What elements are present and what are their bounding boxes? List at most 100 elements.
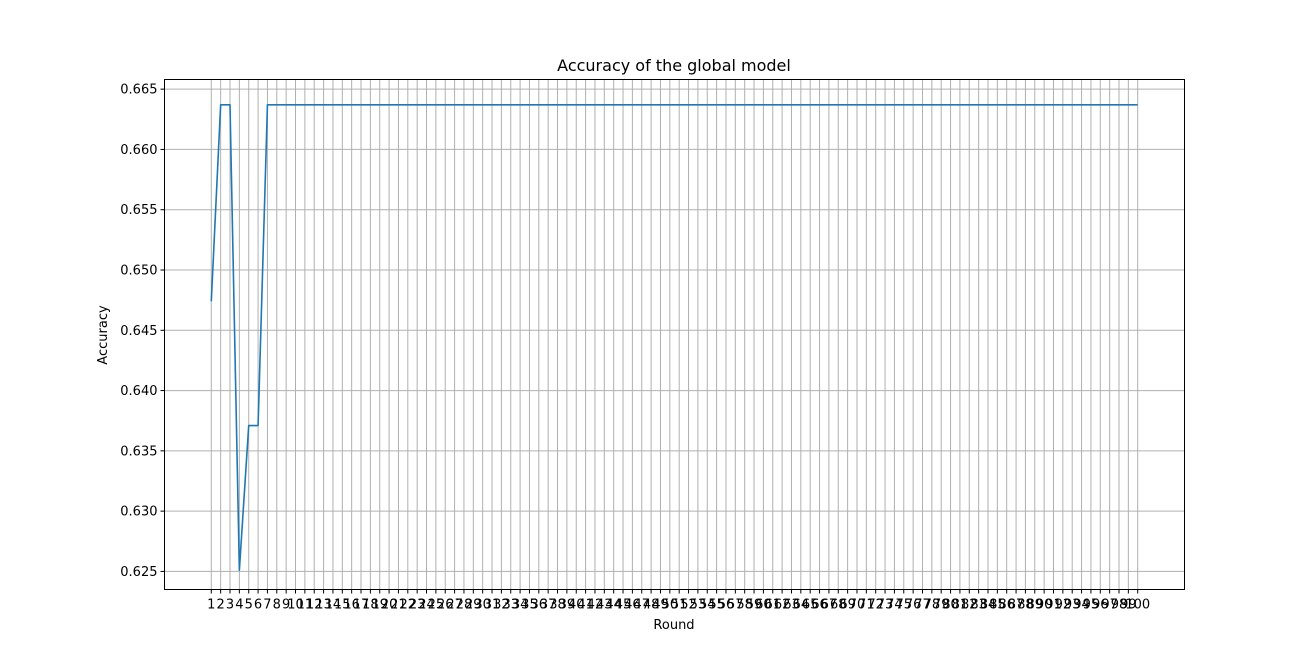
x-tick-label: 90 bbox=[1036, 598, 1053, 613]
x-tick-label: 34 bbox=[512, 598, 529, 613]
x-tick-label: 23 bbox=[409, 598, 426, 613]
x-tick-label: 79 bbox=[933, 598, 950, 613]
x-tick-label: 39 bbox=[559, 598, 576, 613]
x-tick-label: 21 bbox=[390, 598, 407, 613]
y-axis-label: Accuracy bbox=[96, 305, 111, 365]
x-tick-label: 11 bbox=[297, 598, 314, 613]
x-tick-label: 48 bbox=[643, 598, 660, 613]
x-tick-label: 99 bbox=[1120, 598, 1137, 613]
y-tick-label: 0.625 bbox=[120, 565, 157, 580]
x-tick-label: 3 bbox=[226, 598, 234, 613]
x-tick-label: 97 bbox=[1101, 598, 1118, 613]
y-tick-label: 0.635 bbox=[120, 444, 157, 459]
x-tick-label: 88 bbox=[1017, 598, 1034, 613]
x-tick-label: 60 bbox=[755, 598, 772, 613]
x-tick-label: 2 bbox=[217, 598, 225, 613]
x-tick-label: 84 bbox=[980, 598, 997, 613]
chart-title: Accuracy of the global model bbox=[557, 56, 791, 75]
y-tick-label: 0.640 bbox=[120, 384, 157, 399]
x-tick-label: 31 bbox=[484, 598, 501, 613]
x-tick-label: 81 bbox=[952, 598, 969, 613]
x-tick-label: 92 bbox=[1055, 598, 1072, 613]
x-tick-label: 91 bbox=[1045, 598, 1062, 613]
x-tick-label: 8 bbox=[273, 598, 281, 613]
x-tick-label: 22 bbox=[400, 598, 417, 613]
x-tick-label: 33 bbox=[502, 598, 519, 613]
y-tick-label: 0.630 bbox=[120, 505, 157, 520]
x-tick-label: 38 bbox=[549, 598, 566, 613]
x-tick-label: 25 bbox=[428, 598, 445, 613]
x-tick-label: 14 bbox=[325, 598, 342, 613]
x-tick-label: 15 bbox=[334, 598, 351, 613]
x-tick-label: 83 bbox=[970, 598, 987, 613]
x-tick-label: 59 bbox=[746, 598, 763, 613]
plot-frame bbox=[164, 79, 1185, 590]
x-tick-label: 52 bbox=[680, 598, 697, 613]
x-tick-label: 49 bbox=[652, 598, 669, 613]
x-tick-label: 96 bbox=[1092, 598, 1109, 613]
x-tick-label: 67 bbox=[821, 598, 838, 613]
x-tick-label: 71 bbox=[858, 598, 875, 613]
x-tick-label: 77 bbox=[914, 598, 931, 613]
x-ticks: 1 2 3 4 5 6 7 8 91011121314151617181920212223242… bbox=[207, 589, 1150, 613]
x-tick-label: 32 bbox=[493, 598, 510, 613]
x-tick-label: 30 bbox=[474, 598, 491, 613]
x-tick-label: 43 bbox=[596, 598, 613, 613]
x-tick-label: 35 bbox=[521, 598, 538, 613]
x-tick-label: 64 bbox=[793, 598, 810, 613]
x-tick-label: 57 bbox=[727, 598, 744, 613]
x-tick-label: 37 bbox=[540, 598, 557, 613]
x-tick-label: 73 bbox=[877, 598, 894, 613]
x-tick-label: 58 bbox=[736, 598, 753, 613]
x-tick-label: 95 bbox=[1083, 598, 1100, 613]
x-tick-label: 40 bbox=[568, 598, 585, 613]
x-tick-label: 72 bbox=[867, 598, 884, 613]
x-tick-label: 78 bbox=[924, 598, 941, 613]
x-tick-label: 12 bbox=[306, 598, 323, 613]
x-tick-label: 42 bbox=[587, 598, 604, 613]
y-tick-label: 0.645 bbox=[120, 324, 157, 339]
x-tick-label: 68 bbox=[830, 598, 847, 613]
series-layer bbox=[210, 104, 1138, 572]
x-tick-label: 20 bbox=[381, 598, 398, 613]
x-tick-label: 13 bbox=[315, 598, 332, 613]
x-tick-label: 85 bbox=[989, 598, 1006, 613]
x-tick-label: 94 bbox=[1073, 598, 1090, 613]
x-tick-label: 54 bbox=[699, 598, 716, 613]
x-tick-label: 44 bbox=[605, 598, 622, 613]
x-tick-label: 16 bbox=[343, 598, 360, 613]
x-tick-label: 86 bbox=[998, 598, 1015, 613]
x-tick-label: 19 bbox=[371, 598, 388, 613]
x-tick-label: 47 bbox=[633, 598, 650, 613]
x-tick-label: 17 bbox=[353, 598, 370, 613]
x-tick-label: 100 bbox=[1125, 598, 1150, 613]
y-tick-label: 0.660 bbox=[120, 143, 157, 158]
x-tick-label: 41 bbox=[577, 598, 594, 613]
x-tick-label: 75 bbox=[895, 598, 912, 613]
x-tick-label: 63 bbox=[783, 598, 800, 613]
x-tick-label: 80 bbox=[942, 598, 959, 613]
x-tick-label: 7 bbox=[263, 598, 271, 613]
x-tick-label: 46 bbox=[624, 598, 641, 613]
x-tick-label: 9 bbox=[282, 598, 290, 613]
x-tick-label: 28 bbox=[456, 598, 473, 613]
x-tick-label: 87 bbox=[1008, 598, 1025, 613]
x-tick-label: 36 bbox=[531, 598, 548, 613]
x-axis-label: Round bbox=[653, 618, 694, 633]
x-tick-label: 5 bbox=[245, 598, 253, 613]
x-tick-label: 45 bbox=[615, 598, 632, 613]
grid bbox=[164, 79, 1185, 590]
x-tick-label: 93 bbox=[1064, 598, 1081, 613]
y-ticks: 0.625 0.630 0.635 0.640 0.645 0.650 0.655 0.660… bbox=[120, 83, 165, 580]
x-tick-label: 4 bbox=[235, 598, 243, 613]
x-tick-label: 51 bbox=[671, 598, 688, 613]
x-tick-label: 70 bbox=[849, 598, 866, 613]
x-tick-label: 55 bbox=[708, 598, 725, 613]
x-tick-label: 50 bbox=[662, 598, 679, 613]
x-tick-label: 26 bbox=[437, 598, 454, 613]
x-tick-label: 10 bbox=[287, 598, 304, 613]
y-tick-label: 0.655 bbox=[120, 203, 157, 218]
x-tick-label: 1 bbox=[207, 598, 215, 613]
x-tick-label: 29 bbox=[465, 598, 482, 613]
